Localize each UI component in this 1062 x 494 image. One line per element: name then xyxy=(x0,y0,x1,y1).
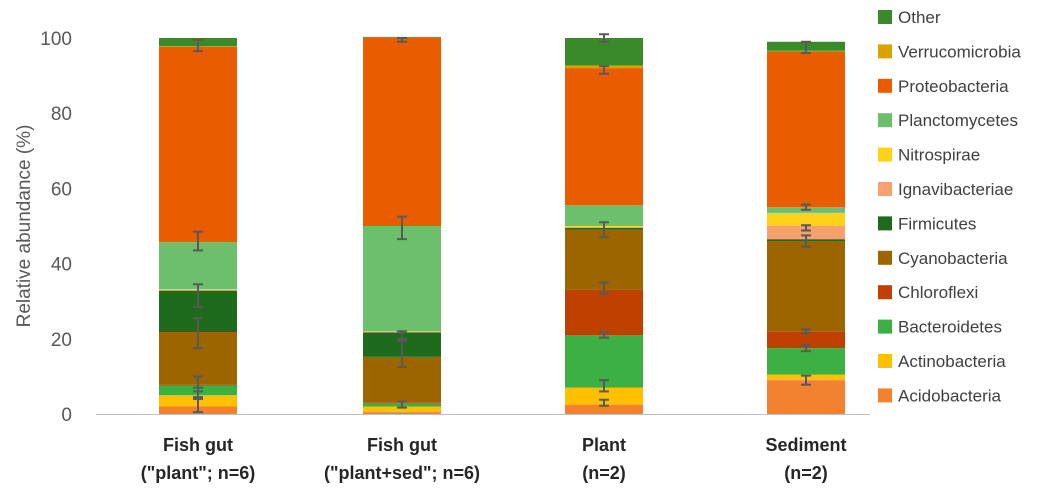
error-bar xyxy=(193,38,203,53)
legend-label: Planctomycetes xyxy=(898,111,1018,130)
error-bar xyxy=(397,330,407,340)
y-tick-label: 0 xyxy=(61,405,72,426)
error-bar xyxy=(599,65,609,75)
legend-label: Actinobacteria xyxy=(898,352,1006,371)
y-axis-ticks: 0 20 40 60 80 100 xyxy=(40,29,72,426)
legend-swatch xyxy=(878,44,892,59)
bar-segment xyxy=(767,226,845,240)
bar-segment xyxy=(565,289,643,336)
bar-segment xyxy=(363,406,441,413)
legend-swatch xyxy=(878,216,892,231)
x-category-label: Fish gut ("plant+sed"; n=6) xyxy=(324,435,480,483)
error-bar xyxy=(801,344,811,353)
bar-segment xyxy=(565,68,643,206)
bars xyxy=(159,36,845,414)
error-bar xyxy=(599,398,609,407)
error-bars xyxy=(193,33,811,414)
y-tick-label: 80 xyxy=(51,104,72,125)
legend-item: Ignavibacteriae xyxy=(878,180,1013,199)
x-category-label: Sediment (n=2) xyxy=(765,435,846,483)
y-tick-label: 60 xyxy=(51,179,72,200)
legend-label: Cyanobacteria xyxy=(898,249,1008,268)
error-bar xyxy=(801,328,811,335)
error-bar xyxy=(801,234,811,248)
legend-swatch xyxy=(878,388,892,403)
bar-segment xyxy=(159,46,237,243)
legend-item: Cyanobacteria xyxy=(878,249,1008,268)
error-bar xyxy=(599,33,609,43)
legend-item: Acidobacteria xyxy=(878,386,1002,405)
legend-swatch xyxy=(878,285,892,300)
error-bar xyxy=(801,374,811,386)
bar-segment xyxy=(565,387,643,405)
bar-segment xyxy=(767,348,845,375)
legend-label: Other xyxy=(898,8,941,27)
legend-item: Nitrospirae xyxy=(878,146,980,165)
legend: Other Verrucomicrobia Proteobacteria Planct… xyxy=(878,8,1021,405)
bar-segment xyxy=(767,241,845,332)
legend-item: Bacteroidetes xyxy=(878,318,1002,337)
error-bar xyxy=(397,400,407,409)
legend-item: Firmicutes xyxy=(878,214,976,233)
error-bar xyxy=(599,379,609,393)
legend-label: Nitrospirae xyxy=(898,146,980,165)
error-bar xyxy=(599,331,609,339)
x-axis-category-labels: Fish gut ("plant"; n=6) Fish gut ("plant+se… xyxy=(141,435,847,483)
bar-segment xyxy=(767,331,845,349)
error-bar xyxy=(397,215,407,241)
x-category-label: Fish gut ("plant"; n=6) xyxy=(141,435,256,483)
legend-item: Chloroflexi xyxy=(878,283,978,302)
bar-segment xyxy=(363,412,441,414)
error-bar xyxy=(193,317,203,350)
error-bar xyxy=(397,37,407,43)
y-tick-label: 100 xyxy=(40,29,72,50)
error-bar xyxy=(193,230,203,252)
bar-segment xyxy=(565,335,643,388)
legend-item: Verrucomicrobia xyxy=(878,42,1021,61)
legend-item: Actinobacteria xyxy=(878,352,1006,371)
legend-label: Chloroflexi xyxy=(898,283,978,302)
y-tick-label: 20 xyxy=(51,330,72,351)
error-bar xyxy=(193,283,203,308)
legend-label: Ignavibacteriae xyxy=(898,180,1013,199)
legend-swatch xyxy=(878,78,892,93)
bar-segment xyxy=(565,404,643,414)
bar-segment xyxy=(363,226,441,332)
legend-label: Bacteroidetes xyxy=(898,318,1002,337)
error-bar xyxy=(193,375,203,393)
legend-swatch xyxy=(878,250,892,265)
legend-swatch xyxy=(878,113,892,128)
legend-swatch xyxy=(878,354,892,368)
error-bar xyxy=(397,339,407,368)
y-axis-label: Relative abundance (%) xyxy=(14,125,35,328)
error-bar xyxy=(801,40,811,55)
legend-label: Acidobacteria xyxy=(898,386,1002,405)
legend-label: Verrucomicrobia xyxy=(898,42,1021,61)
bar-segment xyxy=(565,205,643,226)
legend-swatch xyxy=(878,182,892,196)
bar-segment xyxy=(565,229,643,290)
error-bar xyxy=(801,203,811,211)
y-tick-label: 40 xyxy=(51,255,72,276)
bar-segment xyxy=(767,51,845,208)
legend-item: Proteobacteria xyxy=(878,77,1009,96)
legend-swatch xyxy=(878,319,892,334)
bar-segment xyxy=(363,38,441,226)
legend-swatch xyxy=(878,10,892,24)
legend-swatch xyxy=(878,147,892,162)
error-bar xyxy=(599,281,609,295)
bar-segment xyxy=(767,212,845,226)
bar-stack xyxy=(159,38,237,414)
legend-item: Planctomycetes xyxy=(878,111,1018,130)
legend-label: Firmicutes xyxy=(898,214,976,233)
legend-label: Proteobacteria xyxy=(898,77,1009,96)
legend-item: Other xyxy=(878,8,941,27)
error-bar xyxy=(801,224,811,232)
error-bar xyxy=(599,221,609,239)
x-category-label: Plant (n=2) xyxy=(582,435,626,483)
bar-segment xyxy=(767,380,845,414)
